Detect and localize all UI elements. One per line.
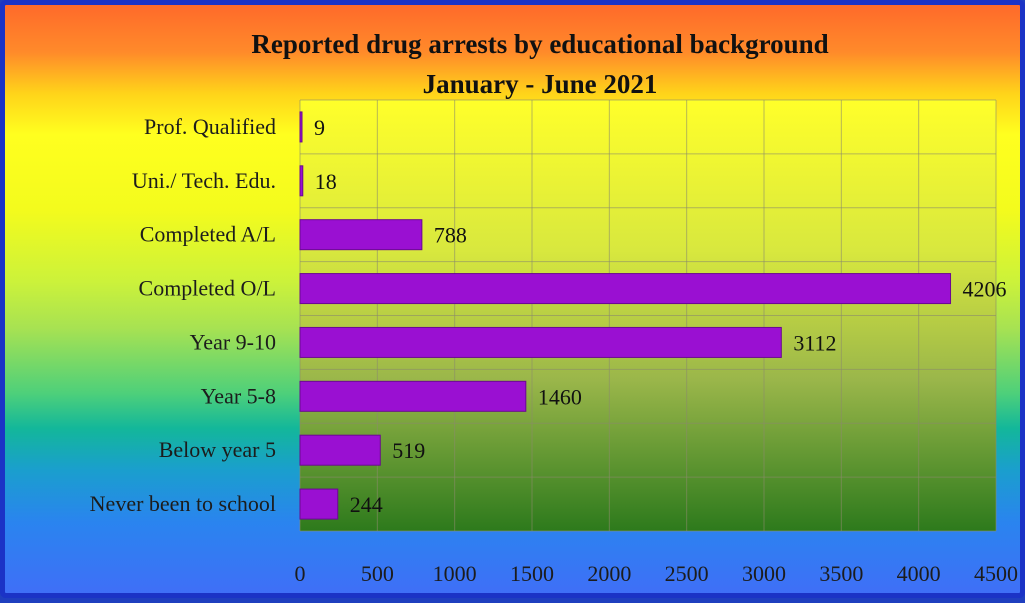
x-tick-label: 2500 [665,561,709,586]
bar [299,111,303,143]
bar [299,380,527,412]
data-labels: 9 18 788 4206 3112 1460 519 244 [314,115,1007,517]
data-label: 519 [392,438,425,463]
category-label: Year 5-8 [201,383,276,408]
data-label: 18 [315,169,337,194]
x-tick-label: 0 [295,561,306,586]
grid-lines [299,99,997,532]
x-tick-label: 1500 [510,561,554,586]
data-label: 788 [434,223,467,248]
category-label: Year 9-10 [190,329,276,354]
category-label: Uni./ Tech. Edu. [132,168,276,193]
x-tick-label: 2000 [587,561,631,586]
category-labels: Prof. Qualified Uni./ Tech. Edu. Completed… [90,114,276,516]
data-label: 9 [314,115,325,140]
bar [299,488,339,520]
bar-chart: Reported drug arrests by educational bac… [90,29,1019,586]
x-tick-label: 500 [361,561,394,586]
chart-title: Reported drug arrests by educational bac… [251,29,828,59]
x-tick-label: 4500 [974,561,1018,586]
bars [299,111,952,520]
x-tick-label: 3000 [742,561,786,586]
data-label: 244 [350,492,383,517]
x-tick-label: 3500 [819,561,863,586]
x-tick-label: 1000 [433,561,477,586]
x-tick-label: 4000 [897,561,941,586]
bar [299,326,782,358]
bar [299,219,423,251]
category-label: Completed A/L [140,222,276,247]
data-label: 4206 [963,277,1007,302]
x-axis-ticks: 0 500 1000 1500 2000 2500 3000 3500 4000 4500 [295,561,1019,586]
data-label: 1460 [538,384,582,409]
bar [299,273,952,305]
category-label: Never been to school [90,491,276,516]
category-label: Below year 5 [159,437,276,462]
category-label: Completed O/L [139,276,276,301]
bar [299,434,381,466]
data-label: 3112 [793,330,836,355]
category-label: Prof. Qualified [144,114,276,139]
chart-subtitle: January - June 2021 [423,69,658,99]
bar [299,165,304,197]
